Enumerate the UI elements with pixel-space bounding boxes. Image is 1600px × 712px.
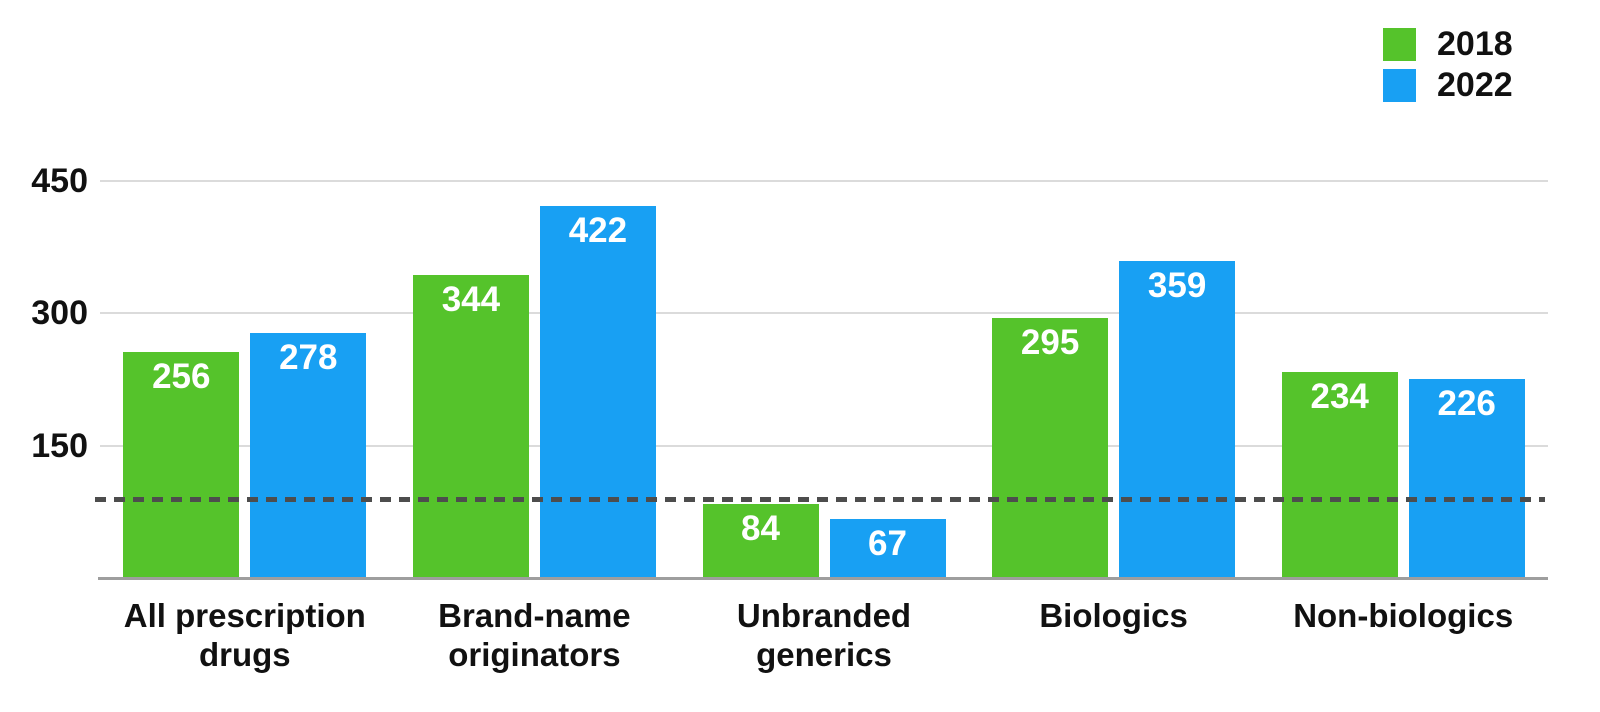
- legend-swatch-2022-icon: [1383, 68, 1416, 102]
- legend-item-2022: 2022: [1383, 67, 1513, 103]
- bar-2022-0: 278: [250, 332, 367, 578]
- bar-2018-1: 344: [412, 274, 529, 578]
- bar-2018-0: 256: [123, 352, 240, 578]
- legend-item-2018: 2018: [1383, 26, 1513, 62]
- gridline-150: [100, 444, 1548, 447]
- bar-value-label: 234: [1310, 376, 1369, 416]
- bar-2018-4: 234: [1281, 371, 1398, 578]
- bar-value-label: 344: [441, 279, 501, 319]
- category-label-2: Unbranded generics: [736, 597, 912, 673]
- bar-value-label: 278: [279, 337, 338, 377]
- bar-2018-2: 84: [702, 503, 819, 578]
- bar-value-label: 359: [1147, 266, 1207, 306]
- bar-2022-3: 359: [1119, 261, 1236, 578]
- y-tick-label-300: 300: [31, 294, 88, 333]
- bar-2022-1: 422: [539, 205, 656, 578]
- chart-legend: 2018 2022: [1383, 26, 1513, 103]
- bar-value-label: 226: [1437, 383, 1496, 423]
- y-tick-label-150: 150: [31, 426, 88, 465]
- gridline-300: [100, 312, 1548, 315]
- category-label-4: Non-biologics: [1293, 597, 1514, 634]
- bar-value-label: 84: [741, 508, 780, 548]
- legend-swatch-2018-icon: [1383, 27, 1416, 61]
- legend-label-2018: 2018: [1437, 25, 1513, 63]
- y-tick-label-450: 450: [31, 162, 88, 200]
- bar-value-label: 256: [152, 357, 211, 397]
- bar-value-label: 295: [1020, 322, 1080, 362]
- legend-label-2022: 2022: [1437, 66, 1513, 104]
- x-axis-baseline: [98, 577, 1548, 580]
- category-label-0: All prescription drugs: [123, 597, 366, 673]
- reference-dashed-line: [95, 496, 1545, 502]
- bar-value-label: 422: [568, 210, 628, 250]
- bar-2022-2: 67: [829, 518, 946, 578]
- bar-2018-3: 295: [992, 317, 1109, 578]
- gridline-450: [100, 180, 1548, 182]
- bar-value-label: 67: [868, 523, 907, 563]
- category-label-3: Biologics: [1039, 597, 1188, 634]
- category-label-1: Brand-name originators: [438, 597, 631, 673]
- bar-2022-4: 226: [1408, 378, 1525, 578]
